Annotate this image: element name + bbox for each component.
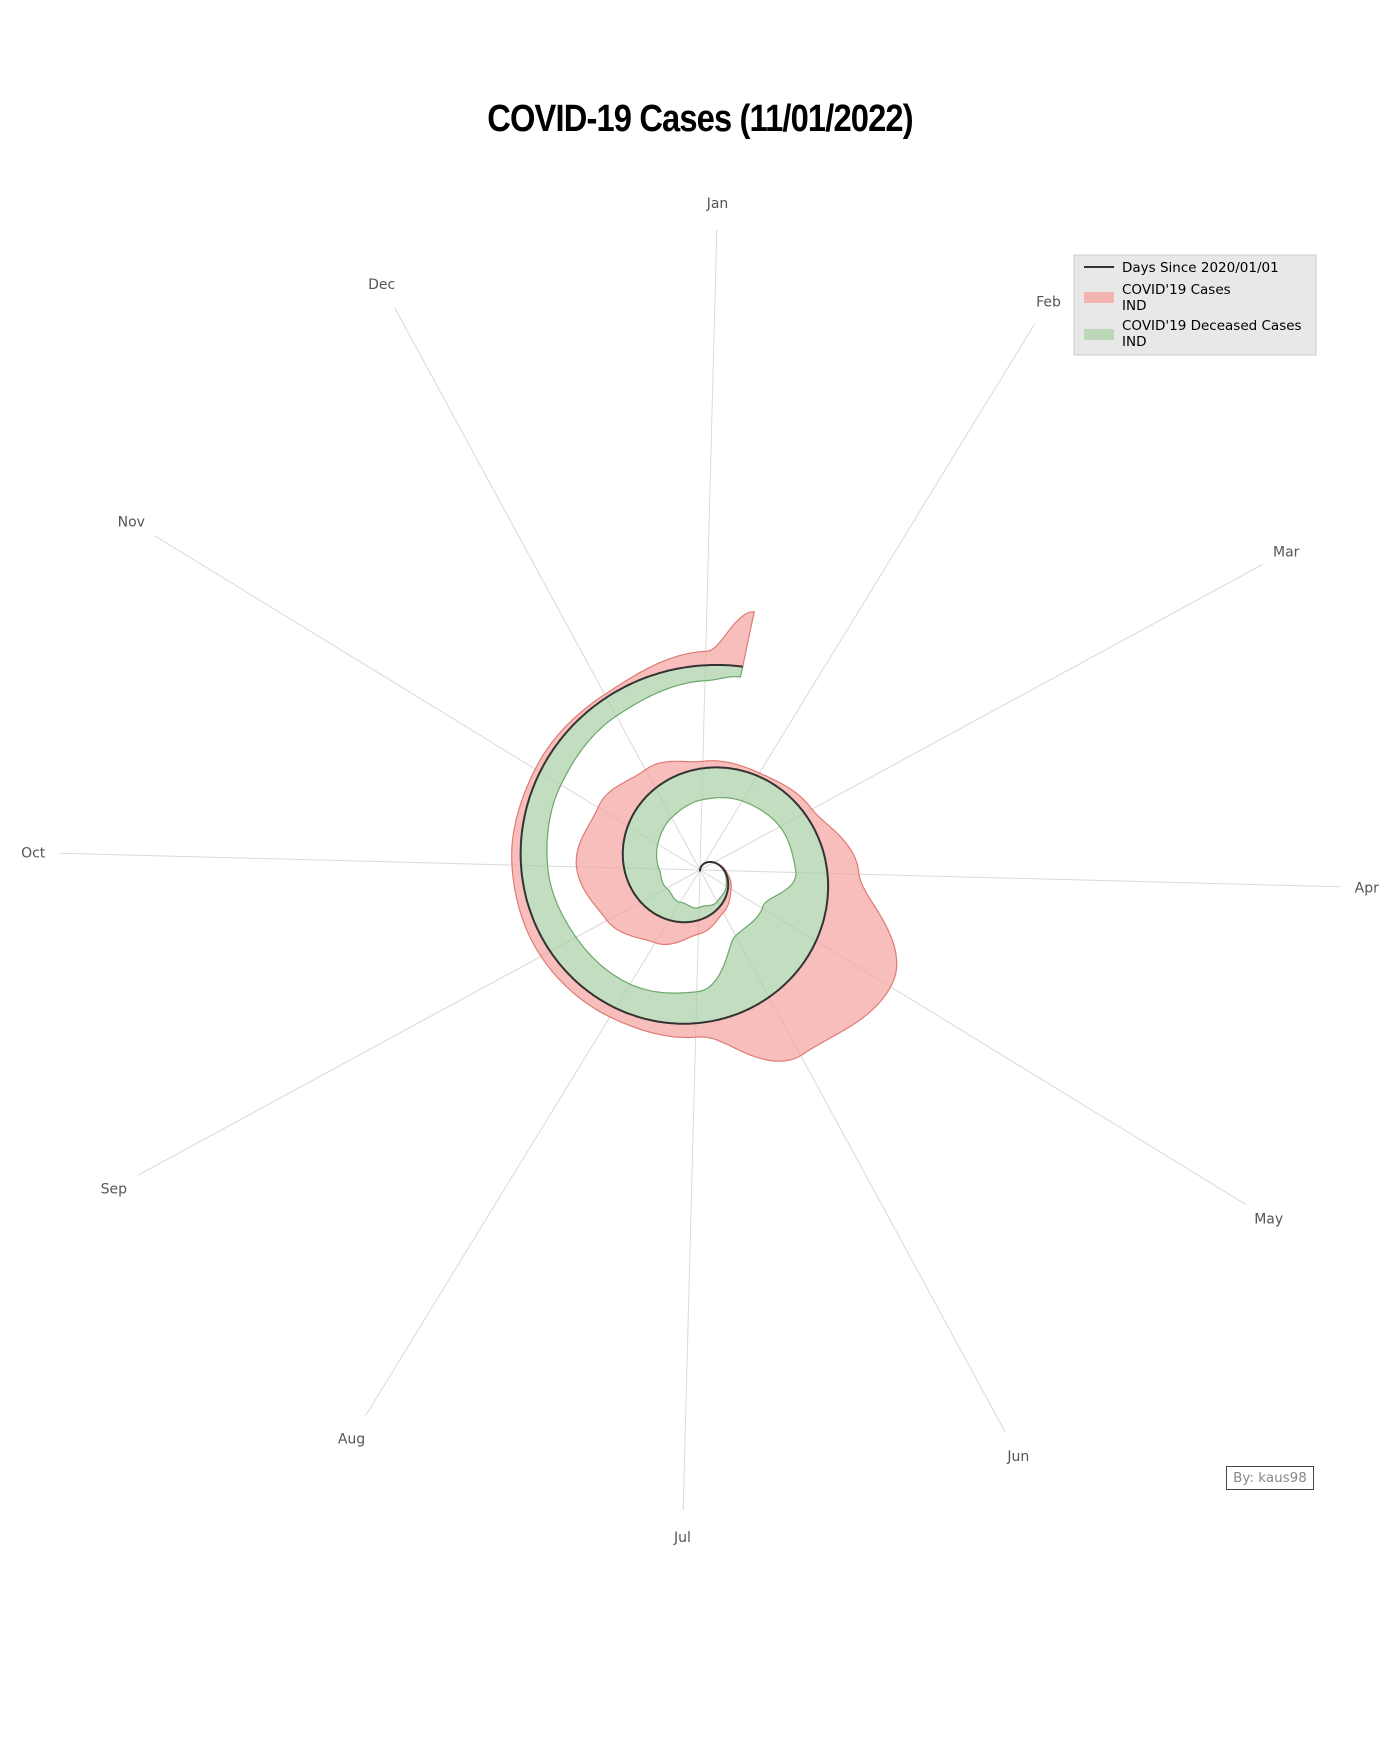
legend-line-label: Days Since 2020/01/01: [1122, 260, 1279, 276]
spiral-line-group: [519, 664, 830, 1025]
legend-deceased-sublabel: IND: [1122, 334, 1146, 350]
legend-cases-sublabel: IND: [1122, 298, 1146, 314]
month-label-sep: Sep: [101, 1181, 128, 1197]
legend-cases-label: COVID'19 Cases: [1122, 282, 1231, 298]
deceased-area: [519, 664, 829, 1025]
spoke-aug: [365, 869, 701, 1416]
spoke-jul: [682, 869, 701, 1510]
month-label-aug: Aug: [338, 1432, 365, 1448]
legend: Days Since 2020/01/01 COVID'19 Cases IND…: [1073, 254, 1317, 356]
data-areas: [511, 611, 898, 1062]
days-spiral-line: [519, 664, 830, 1025]
month-label-jan: Jan: [706, 196, 729, 212]
month-label-jul: Jul: [673, 1530, 691, 1546]
legend-box: [1073, 254, 1317, 356]
legend-deceased-swatch: [1084, 329, 1114, 340]
month-labels: Jan Feb Mar Apr May Jun Jul Aug Sep Oct Nov Dec: [21, 196, 1379, 1546]
chart-title: COVID-19 Cases (11/01/2022): [487, 98, 913, 140]
month-label-oct: Oct: [21, 846, 46, 862]
month-label-apr: Apr: [1355, 881, 1379, 897]
month-label-mar: Mar: [1273, 545, 1300, 561]
month-label-feb: Feb: [1036, 294, 1061, 310]
legend-deceased-label: COVID'19 Deceased Cases: [1122, 318, 1302, 334]
month-label-may: May: [1254, 1212, 1283, 1228]
legend-cases-swatch: [1084, 292, 1114, 303]
month-label-nov: Nov: [118, 515, 145, 531]
spoke-sep: [137, 869, 701, 1176]
month-label-dec: Dec: [368, 277, 395, 293]
month-label-jun: Jun: [1006, 1449, 1029, 1465]
author-credit: By: kaus98: [1226, 1466, 1314, 1490]
